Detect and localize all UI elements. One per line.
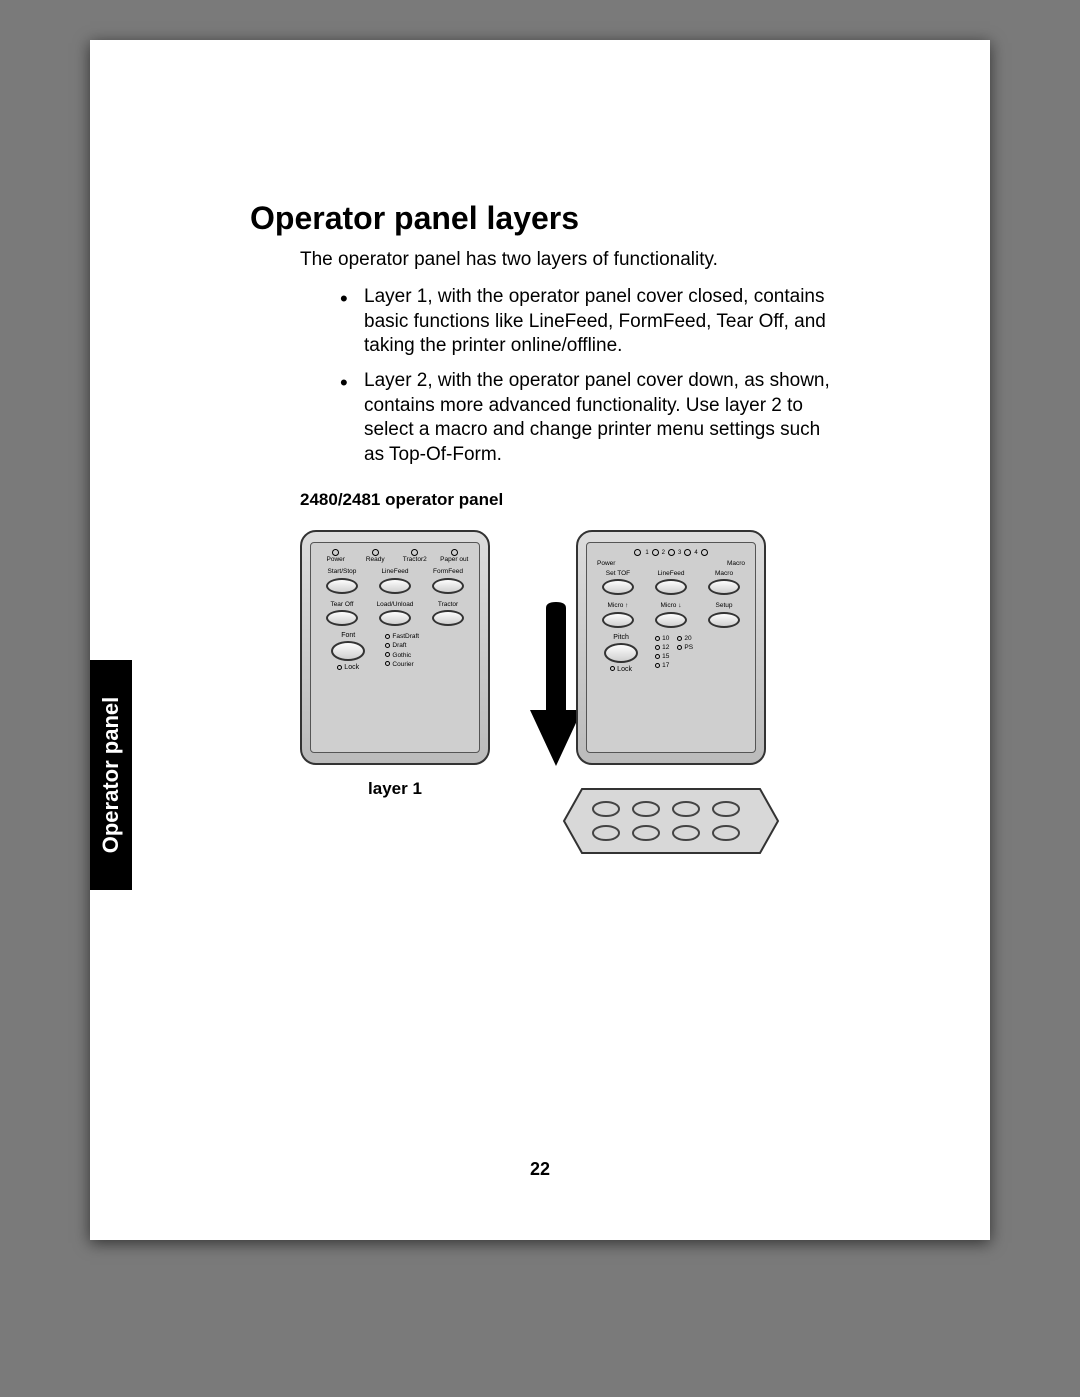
pitch-opt: 17 (662, 662, 669, 669)
layer2-column: 1 2 3 4 Power Macro Set TOF LineFeed Mac… (576, 530, 766, 825)
btn-label: Setup (716, 602, 733, 609)
panel-layer1: Power Ready Tractor2 Paper out Start/Sto… (300, 530, 490, 765)
font-option: Gothic (392, 652, 411, 659)
panel-layer2: 1 2 3 4 Power Macro Set TOF LineFeed Mac… (576, 530, 766, 765)
btn-label: Set TOF (606, 570, 630, 577)
panel-button (432, 610, 464, 626)
btn-label: FormFeed (433, 568, 463, 575)
panel-layer2-inner: 1 2 3 4 Power Macro Set TOF LineFeed Mac… (586, 542, 756, 753)
pitch-button (604, 643, 638, 663)
btn-label: Start/Stop (328, 568, 357, 575)
panel-button (326, 610, 358, 626)
panel-button (432, 578, 464, 594)
macro-num: 1 (645, 550, 648, 556)
panel-button (708, 612, 740, 628)
btn-label: Tractor (438, 601, 458, 608)
page-number: 22 (530, 1159, 550, 1180)
panel-button (655, 579, 687, 595)
power-label: Power (597, 560, 615, 567)
panel-button (326, 578, 358, 594)
btn-label: LineFeed (657, 570, 684, 577)
macro-num: 4 (694, 550, 697, 556)
btn-label: LineFeed (381, 568, 408, 575)
bullet-item: Layer 1, with the operator panel cover c… (340, 285, 830, 359)
led-label: Paper out (440, 556, 468, 563)
panel-button (379, 578, 411, 594)
led-label: Power (327, 556, 345, 563)
layer1-column: Power Ready Tractor2 Paper out Start/Sto… (300, 530, 490, 799)
font-option: Draft (392, 642, 406, 649)
macro-label: Macro (727, 560, 745, 567)
diagram-subheading: 2480/2481 operator panel (300, 490, 870, 510)
pitch-opt: 10 (662, 635, 669, 642)
font-option: Courier (392, 661, 413, 668)
font-label: Font (341, 632, 355, 639)
layer1-caption: layer 1 (300, 779, 490, 799)
pitch-opt: 20 (684, 635, 691, 642)
btn-label: Macro (715, 570, 733, 577)
side-tab-label: Operator panel (98, 697, 124, 853)
document-page: Operator panel layers The operator panel… (90, 40, 990, 1240)
intro-text: The operator panel has two layers of fun… (300, 249, 870, 271)
pitch-opt: PS (684, 644, 693, 651)
btn-label: Tear Off (330, 601, 353, 608)
led-label: Ready (366, 556, 385, 563)
page-heading: Operator panel layers (250, 200, 870, 237)
panel-layer1-inner: Power Ready Tractor2 Paper out Start/Sto… (310, 542, 480, 753)
font-option: FastDraft (392, 633, 419, 640)
pitch-opt: 15 (662, 653, 669, 660)
side-tab: Operator panel (90, 660, 132, 890)
pitch-opt: 12 (662, 644, 669, 651)
bullet-item: Layer 2, with the operator panel cover d… (340, 369, 830, 468)
lock-label: Lock (617, 666, 632, 673)
panel-button (379, 610, 411, 626)
bullet-list: Layer 1, with the operator panel cover c… (340, 285, 830, 468)
panel-button (602, 612, 634, 628)
macro-num: 3 (678, 550, 681, 556)
btn-label: Load/Unload (377, 601, 414, 608)
led-label: Tractor2 (403, 556, 427, 563)
panels-figure: Power Ready Tractor2 Paper out Start/Sto… (300, 530, 870, 825)
btn-label: Micro ↑ (607, 602, 628, 609)
open-cover-icon (562, 787, 780, 857)
panel-button (708, 579, 740, 595)
panel-button (655, 612, 687, 628)
font-button (331, 641, 365, 661)
btn-label: Micro ↓ (661, 602, 682, 609)
panel-button (602, 579, 634, 595)
macro-num: 2 (662, 550, 665, 556)
lock-label: Lock (344, 664, 359, 671)
pitch-label: Pitch (613, 634, 629, 641)
